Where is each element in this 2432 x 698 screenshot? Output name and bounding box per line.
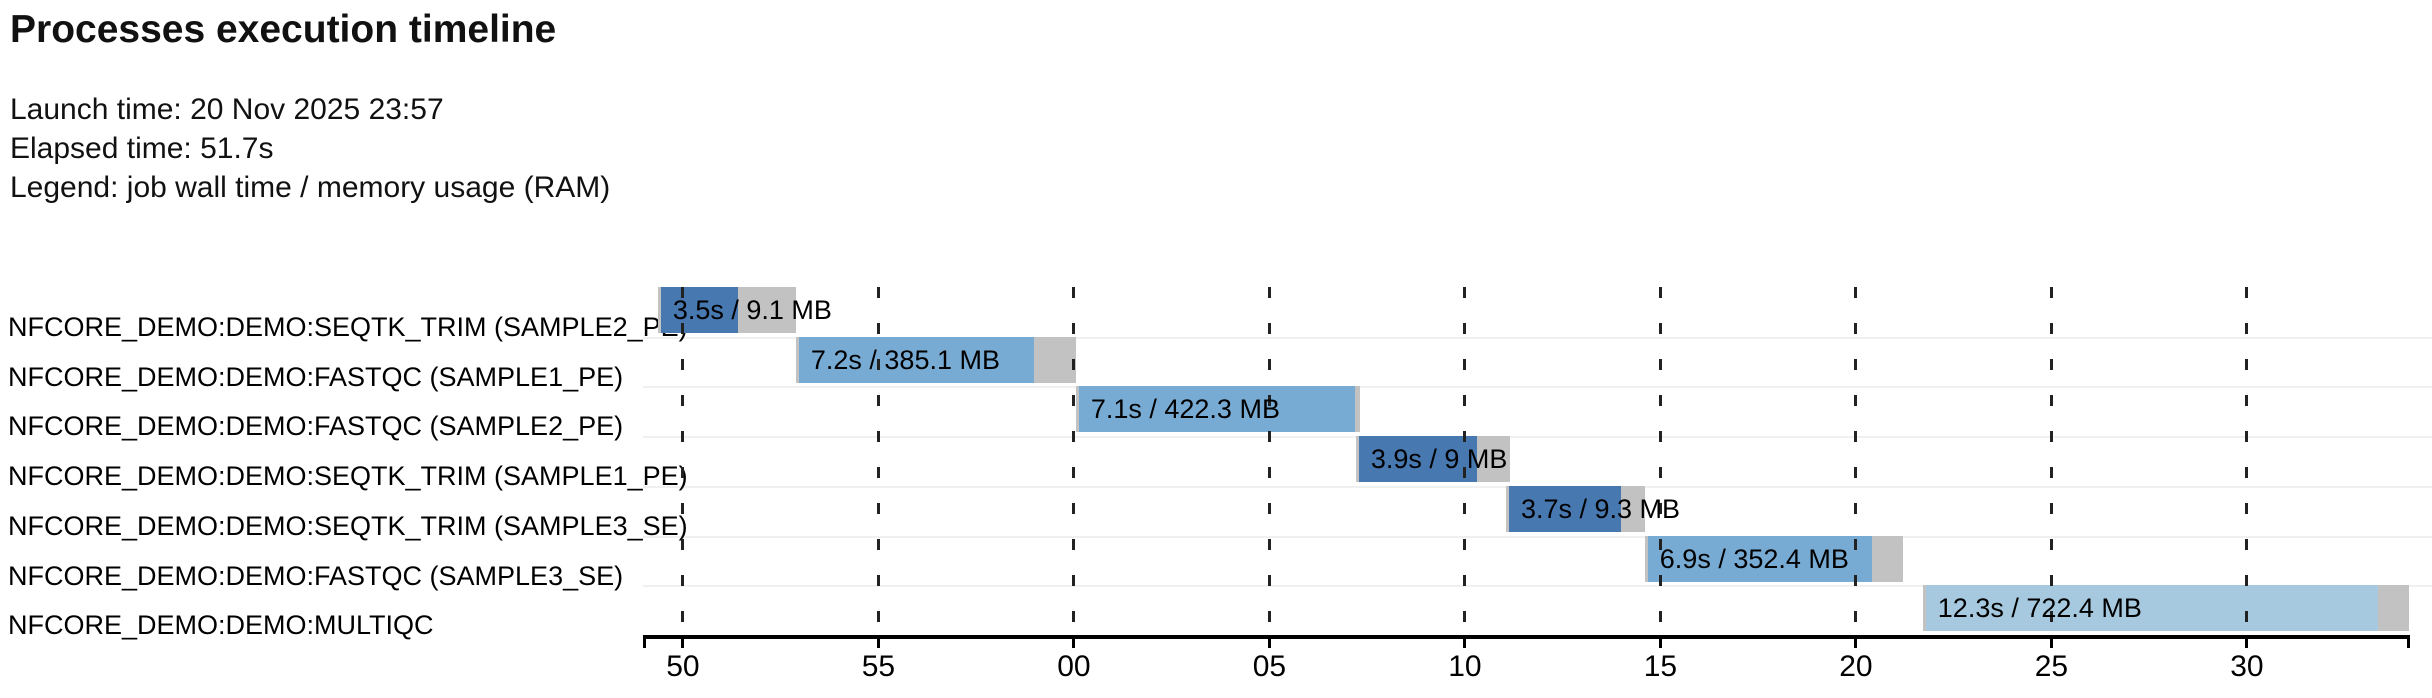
gridline: [1658, 287, 1662, 635]
launch-time-text: Launch time: 20 Nov 2025 23:57: [10, 93, 444, 126]
axis-end-tick: [643, 635, 646, 648]
bar-value-label: 7.2s / 385.1 MB: [810, 344, 1000, 375]
bar-value-label: 12.3s / 722.4 MB: [1937, 593, 2142, 624]
axis-tick: [2049, 635, 2053, 648]
process-name: NFCORE_DEMO:DEMO:FASTQC (SAMPLE3_SE): [8, 560, 624, 591]
bar-value-label: 6.9s / 352.4 MB: [1659, 543, 1849, 574]
bar-value-label: 3.5s / 9.1 MB: [672, 295, 832, 325]
elapsed-time-text: Elapsed time: 51.7s: [10, 132, 274, 165]
bar-value-label: 3.9s / 9 MB: [1370, 444, 1508, 475]
bar-run-segment: [798, 336, 1034, 383]
axis-tick-label: 25: [2034, 650, 2069, 683]
process-name: NFCORE_DEMO:DEMO:SEQTK_TRIM (SAMPLE2_PE): [8, 312, 688, 342]
row-separator: [643, 585, 2432, 588]
axis-tick: [1463, 635, 1467, 648]
process-name: NFCORE_DEMO:DEMO:MULTIQC: [8, 610, 434, 641]
process-name: NFCORE_DEMO:DEMO:FASTQC (SAMPLE2_PE): [8, 411, 624, 442]
axis-tick-label: 00: [1057, 650, 1091, 683]
row-separator: [643, 535, 2432, 538]
axis-tick-label: 30: [2230, 650, 2264, 683]
gridline: [681, 287, 685, 635]
axis-tick: [876, 635, 880, 648]
gridline: [2245, 287, 2249, 635]
gridline: [1463, 287, 1467, 635]
process-name: NFCORE_DEMO:DEMO:SEQTK_TRIM (SAMPLE1_PE): [8, 461, 688, 492]
process-name: NFCORE_DEMO:DEMO:FASTQC (SAMPLE1_PE): [8, 361, 624, 392]
legend-text: Legend: job wall time / memory usage (RA…: [10, 171, 611, 204]
bar-run-segment: [1508, 485, 1621, 532]
bar-value-label: 3.7s / 9.3 MB: [1520, 493, 1681, 524]
axis-tick: [1072, 635, 1076, 648]
gridline: [1072, 287, 1076, 635]
axis-tick: [1854, 635, 1858, 648]
bar-run-segment: [1078, 386, 1356, 433]
gridline: [1267, 287, 1271, 635]
bar-run-segment: [1647, 535, 1872, 582]
axis-tick-label: 20: [1839, 650, 1873, 683]
axis-tick-label: 50: [666, 650, 700, 683]
gridline: [876, 287, 880, 635]
bar-value-label: 7.1s / 422.3 MB: [1090, 394, 1280, 425]
row-separator: [643, 336, 2432, 339]
axis-tick-label: 55: [861, 650, 896, 683]
bar-run-segment: [1925, 585, 2378, 632]
axis-tick: [2245, 635, 2249, 648]
bar-run-segment: [1358, 436, 1478, 483]
row-separator: [643, 386, 2432, 389]
x-axis-line: [643, 635, 2410, 639]
process-name: NFCORE_DEMO:DEMO:SEQTK_TRIM (SAMPLE3_SE): [8, 510, 688, 541]
report-meta: Launch time: 20 Nov 2025 23:57 Elapsed t…: [10, 90, 610, 207]
axis-tick-label: 15: [1643, 650, 1678, 683]
gridline: [1854, 287, 1858, 635]
axis-tick-label: 10: [1448, 650, 1482, 683]
axis-end-tick: [2407, 635, 2410, 648]
axis-tick-label: 05: [1252, 650, 1287, 683]
gridline: [2049, 287, 2053, 635]
row-separator: [643, 436, 2432, 439]
axis-tick: [681, 635, 685, 648]
axis-tick: [1658, 635, 1662, 648]
axis-tick: [1267, 635, 1271, 648]
page-title: Processes execution timeline: [10, 8, 557, 51]
bar-run-segment: [660, 287, 738, 333]
